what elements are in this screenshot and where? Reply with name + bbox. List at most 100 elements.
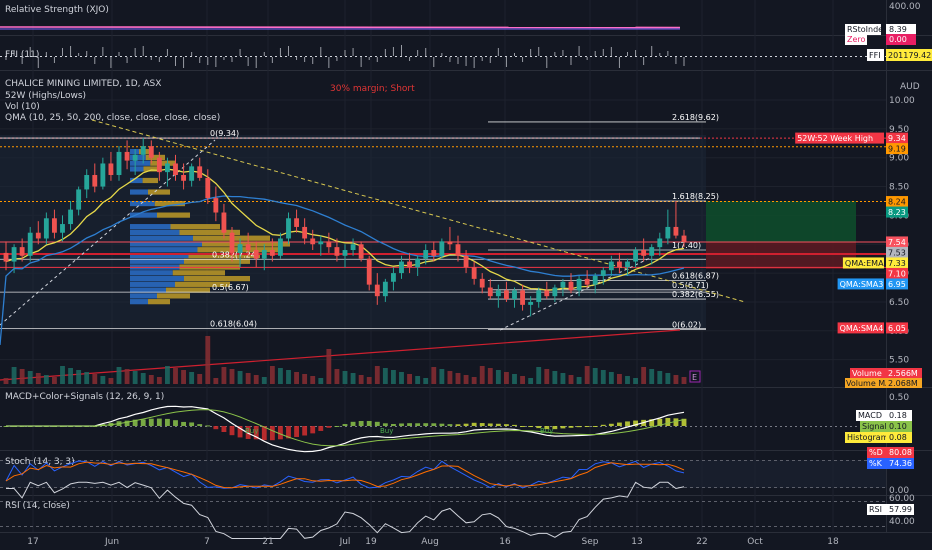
candle-body (189, 166, 195, 181)
volume-trend-line[interactable] (0, 329, 681, 381)
earnings-e-icon[interactable] (689, 370, 701, 383)
volume-profile-up (130, 287, 166, 293)
macd-pane[interactable]: MACD+Color+Signals (12, 26, 9, 1) Buy Bu… (0, 392, 912, 453)
price-tag-value: 9.19 (888, 145, 906, 154)
price-tag-value: 8.24 (888, 198, 906, 207)
candle-body (52, 218, 57, 233)
ffi-bar (376, 57, 378, 62)
candle-body (294, 218, 299, 227)
price-tag-value: 7.33 (888, 259, 906, 268)
candle-body (237, 244, 243, 253)
candle-body (108, 163, 114, 176)
margin-annotation: 30% margin; Short (330, 84, 415, 94)
ffi-bar (183, 57, 185, 68)
fib-label: 0.5(6.71) (672, 281, 709, 290)
macd-hist-bar (253, 426, 259, 440)
volume-bar (197, 374, 203, 384)
time-axis-tick: 19 (365, 537, 377, 547)
macd-hist-bar (278, 426, 283, 440)
ffi-bar (417, 50, 419, 56)
relative-strength-pane[interactable]: Relative Strength (XJO) 400.00 RStoIndex… (0, 2, 921, 45)
ffi-bar (86, 51, 88, 56)
ffi-bar (13, 51, 15, 56)
volume-bar (512, 374, 517, 384)
candle-body (617, 261, 622, 268)
ffi-bar (643, 57, 645, 65)
downtrend-line[interactable] (91, 119, 746, 303)
macd-hist-bar (132, 419, 138, 426)
candle-body (350, 244, 356, 251)
rs-ytick: 400.00 (889, 2, 921, 12)
ffi-bar (586, 57, 588, 60)
volume-bar (520, 376, 525, 384)
ffi-bar (522, 57, 524, 62)
ffi-pane[interactable]: FFI (11) FFI 201179.42 (0, 45, 932, 68)
stoch-pane[interactable]: Stoch (14, 3, 3) %D 80.08 %K 74.36 0.00 (0, 447, 914, 496)
time-axis[interactable]: 17 Jun 7 21 Jul 19 Aug 16 Sep 13 22 Oct 18 (27, 537, 839, 547)
candle-body (455, 244, 461, 256)
ffi-bar (263, 52, 265, 56)
uptrend-line-right[interactable] (499, 257, 651, 331)
candle-body (148, 146, 154, 158)
candle-body (584, 278, 590, 285)
volume-bar (84, 372, 90, 384)
price-axis-tick: 5.50 (889, 356, 909, 366)
ffi-bar (279, 48, 281, 56)
macd-hist-bar (148, 418, 154, 426)
candle-body (608, 261, 614, 271)
volume-bar (52, 377, 57, 384)
candle-body (124, 151, 130, 161)
volume-bar (536, 367, 542, 384)
ffi-bar (118, 52, 120, 56)
volume-bar (326, 349, 332, 384)
macd-hist-bar (649, 419, 655, 426)
price-tag-name: QMA:SMA3 (840, 280, 884, 289)
rsi-pane[interactable]: RSI (14, close) 60.00 RSI 57.99 40.00 (0, 481, 915, 539)
fib-label: 0(9.34) (210, 129, 239, 138)
candle-body (11, 247, 17, 262)
ffi-bar (53, 57, 55, 63)
candle-body (528, 301, 534, 305)
rsi-name-tag (867, 504, 886, 515)
macd-hist-bar (665, 418, 671, 426)
volume-profile-up (130, 212, 157, 218)
candle-body (673, 226, 679, 236)
macd-hist-bar (221, 426, 227, 433)
ffi-bar (296, 57, 298, 60)
ffi-bar (368, 57, 370, 60)
macd-hist-bar (269, 426, 275, 441)
candle-body (213, 198, 219, 213)
candle-body (415, 258, 421, 268)
price-tag-value-box (886, 132, 908, 144)
rs-value: 8.39 (889, 25, 907, 34)
macd-hist-bar (342, 424, 348, 426)
candle-body (568, 281, 574, 291)
position-loss-zone[interactable] (706, 242, 856, 269)
position-profit-zone[interactable] (706, 201, 856, 242)
volume-profile-down (145, 154, 165, 161)
volume-profile-down (143, 166, 160, 172)
price-pane[interactable]: CHALICE MINING LIMITED, 1D, ASX 52W (Hig… (0, 79, 922, 388)
fib-label: 0.382(7.24) (212, 250, 259, 259)
price-tag-value-box (886, 322, 908, 334)
volume-profile-up (130, 224, 171, 230)
time-axis-tick: 16 (499, 537, 511, 547)
volume-bar (649, 369, 655, 384)
macd-hist-bar (205, 425, 211, 427)
candle-body (76, 189, 82, 210)
volume-bar (399, 372, 404, 384)
volume-profile-down (202, 241, 290, 247)
macd-hist-bar (528, 426, 534, 428)
stoch-k-name: %K (869, 459, 883, 468)
ffi-bar (126, 57, 128, 63)
signal-value-tag (886, 421, 912, 432)
volume-bar (3, 378, 9, 384)
candle-body (245, 244, 251, 251)
stoch-k-value-tag (886, 458, 914, 469)
ffi-bar (134, 48, 136, 56)
candle-body (278, 238, 283, 256)
candle-body (3, 252, 9, 262)
price-axis-tick: 10.00 (889, 96, 915, 106)
